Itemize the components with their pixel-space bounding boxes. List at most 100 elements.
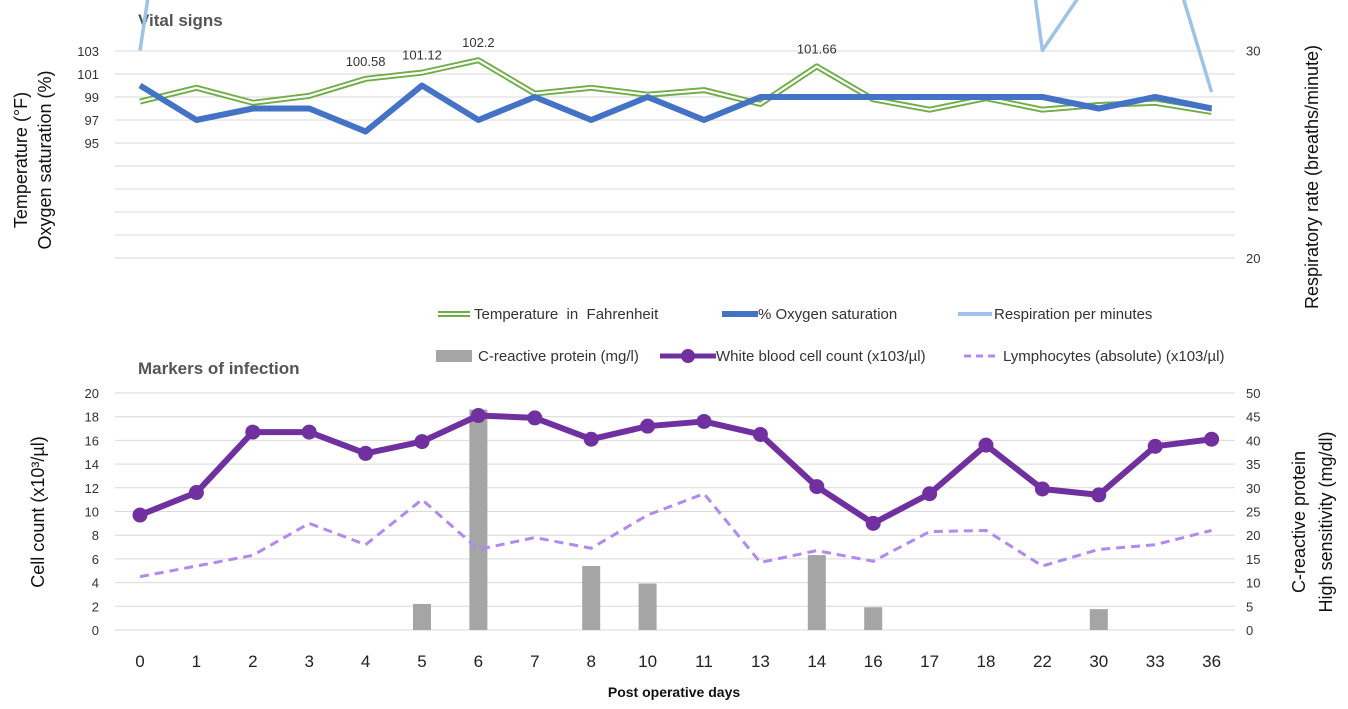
wbc-point bbox=[752, 426, 768, 442]
crp-bar bbox=[807, 555, 826, 630]
wbc-point bbox=[583, 431, 599, 447]
markers-left-tick-label: 16 bbox=[85, 433, 99, 448]
markers-right-tick-label: 5 bbox=[1246, 599, 1253, 614]
x-tick-labels: 0 1 2 3 4 5 6 7 8 10 11 13 14 16 17 18 22 30 33 36 bbox=[135, 652, 1221, 671]
x-tick-label: 33 bbox=[1146, 652, 1165, 671]
wbc-point bbox=[1204, 431, 1220, 447]
vitals-left-tick-label: 101 bbox=[77, 67, 99, 82]
temperature-data-label: 100.58 bbox=[346, 54, 386, 69]
wbc-point bbox=[809, 479, 825, 495]
legend-item-lymphocytes: Lymphocytes (absolute) (x103/µl) bbox=[964, 348, 1225, 365]
markers-right-tick-label: 0 bbox=[1246, 623, 1253, 638]
markers-series-lines bbox=[132, 408, 1220, 579]
vitals-left-tick-labels: 95 97 99 101 103 bbox=[77, 44, 99, 151]
markers-right-tick-label: 50 bbox=[1246, 386, 1260, 401]
legend-item-wbc: White blood cell count (x103/µl) bbox=[660, 348, 926, 365]
x-tick-label: 14 bbox=[807, 652, 826, 671]
wbc-point bbox=[865, 515, 881, 531]
vitals-series-lines bbox=[138, 0, 1214, 135]
markers-left-tick-label: 8 bbox=[92, 528, 99, 543]
vitals-left-axis-label-1: Temperature (°F) bbox=[11, 92, 31, 228]
markers-left-tick-label: 12 bbox=[85, 481, 99, 496]
x-tick-label: 0 bbox=[135, 652, 144, 671]
markers-left-axis-label: Cell count (x10³/µl) bbox=[28, 436, 48, 587]
legend-item-crp: C-reactive protein (mg/l) bbox=[436, 348, 639, 365]
crp-bar bbox=[469, 409, 488, 630]
markers-left-tick-label: 2 bbox=[92, 599, 99, 614]
crp-bar bbox=[413, 603, 431, 630]
temperature-data-label: 101.12 bbox=[402, 48, 442, 63]
crp-bar bbox=[1089, 609, 1108, 630]
markers-right-tick-labels: 0 5 10 15 20 25 30 35 40 45 50 bbox=[1246, 386, 1260, 638]
markers-left-tick-label: 10 bbox=[85, 505, 99, 520]
wbc-line bbox=[138, 412, 1212, 527]
markers-right-tick-label: 35 bbox=[1246, 457, 1260, 472]
wbc-point bbox=[696, 413, 712, 429]
x-axis-title: Post operative days bbox=[608, 684, 740, 700]
markers-right-tick-label: 15 bbox=[1246, 552, 1260, 567]
vitals-right-tick-label: 30 bbox=[1246, 44, 1260, 59]
markers-gridlines bbox=[115, 392, 1235, 631]
markers-right-tick-label: 40 bbox=[1246, 433, 1260, 448]
x-tick-label: 16 bbox=[864, 652, 883, 671]
markers-left-tick-labels: 0 2 4 6 8 10 12 14 16 18 20 bbox=[85, 386, 99, 638]
vitals-right-tick-labels: 20304050607080 bbox=[1246, 44, 1260, 267]
wbc-point bbox=[527, 410, 543, 426]
vitals-annotations: 100.58 101.12 102.2 101.66 bbox=[346, 35, 837, 69]
vital-signs-title: Vital signs bbox=[138, 11, 223, 30]
vitals-legend: Temperature in Fahrenheit % Oxygen satur… bbox=[438, 306, 1152, 323]
x-tick-label: 1 bbox=[192, 652, 201, 671]
vitals-right-axis-label: Respiratory rate (breaths/minute) bbox=[1302, 45, 1322, 309]
temperature-line bbox=[139, 57, 1213, 115]
crp-bar bbox=[582, 566, 601, 630]
markers-right-tick-label: 20 bbox=[1246, 528, 1260, 543]
crp-bar bbox=[864, 607, 883, 630]
wbc-point bbox=[414, 434, 430, 450]
vitals-left-tick-label: 97 bbox=[85, 113, 99, 128]
markers-right-tick-label: 45 bbox=[1246, 410, 1260, 425]
markers-right-tick-label: 30 bbox=[1246, 481, 1260, 496]
lymphocytes-line bbox=[139, 491, 1212, 579]
crp-bar bbox=[638, 583, 657, 630]
legend-label-crp: C-reactive protein (mg/l) bbox=[478, 348, 639, 365]
x-tick-label: 10 bbox=[638, 652, 657, 671]
x-tick-label: 2 bbox=[248, 652, 257, 671]
legend-item-oxygen: % Oxygen saturation bbox=[722, 306, 897, 323]
markers-legend: C-reactive protein (mg/l) White blood ce… bbox=[436, 348, 1225, 365]
wbc-point bbox=[132, 507, 148, 523]
wbc-point bbox=[188, 485, 204, 501]
markers-left-tick-label: 14 bbox=[85, 457, 99, 472]
temperature-line-inner bbox=[139, 59, 1212, 114]
x-tick-label: 3 bbox=[304, 652, 313, 671]
legend-label-temperature: Temperature in Fahrenheit bbox=[474, 306, 659, 323]
crp-bars bbox=[413, 409, 1108, 630]
wbc-point bbox=[470, 408, 486, 424]
wbc-point bbox=[301, 424, 317, 440]
x-tick-label: 22 bbox=[1033, 652, 1052, 671]
vitals-gridlines bbox=[115, 50, 1235, 259]
markers-title: Markers of infection bbox=[138, 359, 300, 378]
x-tick-label: 6 bbox=[474, 652, 483, 671]
wbc-point bbox=[1091, 487, 1107, 503]
legend-swatch-wbc-marker bbox=[681, 349, 695, 363]
x-tick-label: 4 bbox=[361, 652, 370, 671]
vitals-left-axis-label-2: Oxygen saturation (%) bbox=[35, 70, 55, 249]
markers-left-tick-label: 0 bbox=[92, 623, 99, 638]
wbc-point bbox=[358, 445, 374, 461]
x-tick-label: 13 bbox=[751, 652, 770, 671]
wbc-point bbox=[1147, 438, 1163, 454]
legend-swatch-crp bbox=[436, 350, 472, 362]
x-tick-label: 5 bbox=[417, 652, 426, 671]
x-tick-label: 17 bbox=[920, 652, 939, 671]
wbc-point bbox=[922, 486, 938, 502]
x-tick-label: 8 bbox=[586, 652, 595, 671]
legend-item-temperature: Temperature in Fahrenheit bbox=[438, 306, 659, 323]
legend-label-lymphocytes: Lymphocytes (absolute) (x103/µl) bbox=[1003, 348, 1225, 365]
vitals-left-tick-label: 95 bbox=[85, 136, 99, 151]
legend-label-oxygen: % Oxygen saturation bbox=[758, 306, 897, 323]
markers-left-tick-label: 20 bbox=[85, 386, 99, 401]
vitals-left-tick-label: 103 bbox=[77, 44, 99, 59]
vitals-left-tick-label: 99 bbox=[85, 90, 99, 105]
